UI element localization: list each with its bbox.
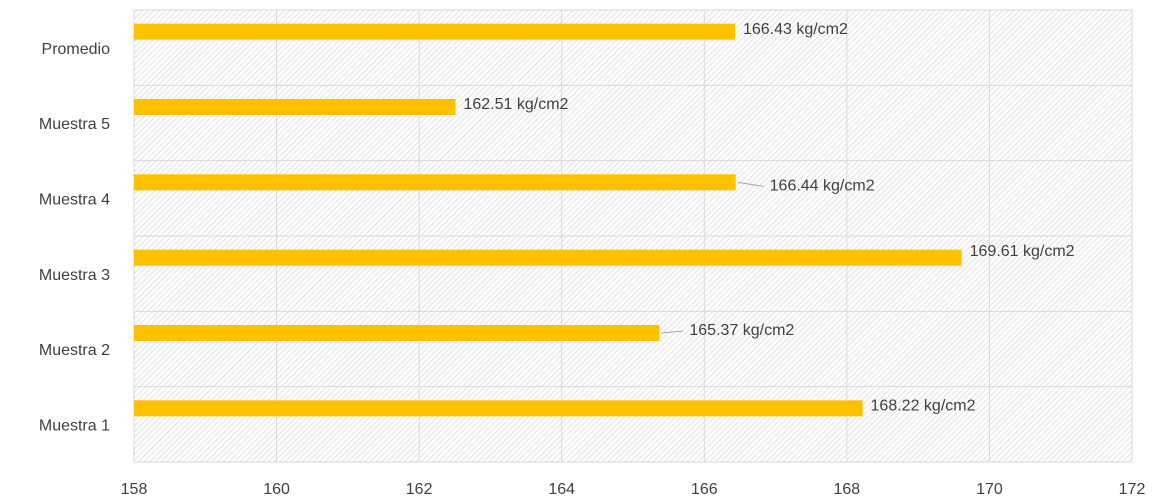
data-label: 166.43 kg/cm2 — [743, 21, 848, 38]
data-label: 162.51 kg/cm2 — [463, 96, 568, 113]
bar — [134, 249, 962, 266]
bar — [134, 325, 660, 341]
data-label: 169.61 kg/cm2 — [970, 243, 1075, 260]
leader-line — [661, 330, 684, 334]
x-tick-label: 164 — [548, 481, 575, 498]
y-tick-label: Muestra 5 — [39, 116, 110, 133]
x-tick-label: 170 — [976, 481, 1003, 498]
leader-line — [737, 181, 764, 187]
y-tick-label: Muestra 2 — [39, 342, 110, 359]
x-tick-label: 166 — [691, 481, 718, 498]
x-tick-label: 162 — [406, 481, 433, 498]
y-tick-label: Muestra 1 — [39, 418, 110, 435]
x-tick-label: 172 — [1119, 481, 1146, 498]
x-tick-label: 168 — [834, 481, 861, 498]
y-tick-label: Muestra 4 — [39, 192, 110, 209]
data-label: 166.44 kg/cm2 — [770, 178, 875, 195]
bar — [134, 400, 863, 417]
x-tick-label: 158 — [121, 481, 148, 498]
x-tick-label: 160 — [263, 481, 290, 498]
bar — [134, 174, 736, 191]
data-label: 168.22 kg/cm2 — [871, 398, 976, 415]
y-tick-label: Promedio — [42, 41, 111, 58]
bar — [134, 99, 456, 115]
bar — [134, 23, 735, 40]
y-tick-label: Muestra 3 — [39, 267, 110, 284]
data-label: 165.37 kg/cm2 — [689, 322, 794, 339]
